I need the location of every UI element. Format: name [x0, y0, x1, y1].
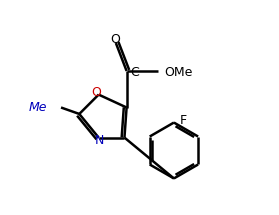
- Text: O: O: [110, 33, 120, 46]
- Text: O: O: [91, 86, 101, 99]
- Text: Me: Me: [28, 101, 47, 114]
- Text: OMe: OMe: [164, 66, 193, 78]
- Text: C: C: [130, 66, 139, 78]
- Text: N: N: [95, 134, 104, 147]
- Text: F: F: [179, 114, 186, 127]
